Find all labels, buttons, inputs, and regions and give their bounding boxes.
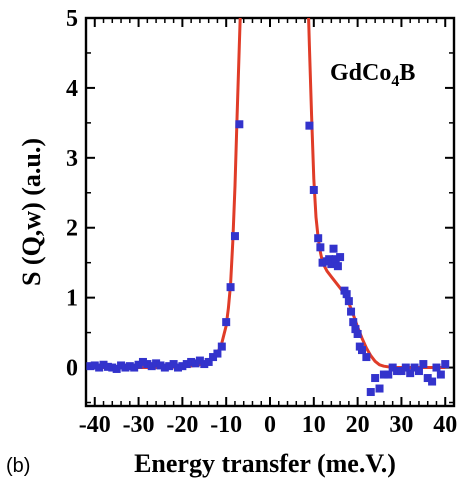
data-point [333,262,342,271]
data-point [204,357,213,366]
data-point [103,362,112,371]
data-point [309,185,318,194]
data-point [316,243,325,252]
data-point [419,360,428,369]
data-point [331,255,340,264]
y-tick-label: 3 [66,146,78,172]
y-tick-labels: 0 1 2 3 4 5 [66,6,78,382]
data-point [318,258,327,267]
x-axis-title: Energy transfer (me.V.) [134,449,396,478]
y-tick-label: 1 [66,286,78,312]
data-point [86,362,95,371]
data-point [147,362,156,371]
data-point [213,349,222,358]
data-point [235,120,244,129]
data-point [379,370,388,379]
data-point [366,388,375,397]
data-point [169,360,178,369]
data-point [222,318,231,327]
data-point [134,360,143,369]
data-point [217,342,226,351]
data-point [138,357,147,366]
data-point [156,361,165,370]
data-point [99,360,108,369]
data-point [349,318,358,327]
x-tick-label: 0 [264,412,276,438]
fit-line-group [90,17,446,369]
data-point [174,363,182,372]
x-tick-label: 40 [433,412,457,438]
data-point [347,307,356,316]
data-point [362,353,371,362]
data-point [325,255,334,264]
data-point [209,353,218,362]
data-point [410,363,419,372]
panel-label: (b) [6,455,30,477]
data-point [342,290,351,299]
data-point [152,359,161,368]
x-tick-label: -10 [210,412,242,438]
data-point [314,234,323,243]
data-point [95,363,104,372]
x-tick-label: -40 [79,412,111,438]
data-points [86,120,450,397]
data-point [130,363,139,372]
data-point [121,363,130,372]
data-point [414,367,423,376]
data-point [397,367,406,376]
x-tick-label: -20 [166,412,198,438]
data-point [393,367,402,376]
data-point [191,359,200,368]
data-point [230,232,239,241]
data-point [441,360,450,369]
data-point [90,361,99,370]
data-point [371,374,380,383]
data-point [182,360,191,369]
y-tick-label: 5 [66,6,78,32]
x-tick-label: -30 [123,412,155,438]
data-point [125,362,134,371]
data-point [423,374,432,383]
data-point [436,370,445,379]
data-point [112,364,121,373]
data-point [329,244,338,253]
data-point [384,370,393,379]
data-point [353,329,362,338]
data-point [327,260,336,269]
x-tick-label: 10 [302,412,326,438]
y-tick-label: 2 [66,216,78,242]
data-point [143,360,152,369]
data-point [195,356,204,365]
data-point [160,363,169,372]
data-point [375,384,384,393]
data-point [178,362,187,371]
y-tick-label: 4 [66,76,78,102]
data-point [344,297,353,306]
data-point [406,369,415,378]
data-point [187,357,196,366]
sample-label: GdCo4B [330,60,415,90]
data-point [226,283,235,292]
data-point [336,253,345,262]
data-point [305,121,314,130]
x-tick-label: 20 [346,412,370,438]
data-point [200,360,209,369]
y-tick-label: 0 [66,356,78,382]
y-axis-title: S (Q,w) (a.u.) [17,138,46,286]
fit-line-left [90,17,242,369]
data-point [388,363,397,372]
data-point [401,363,410,372]
data-point [428,377,437,386]
x-tick-label: 30 [389,412,413,438]
data-point [165,362,174,371]
data-point [432,363,441,372]
data-point [108,363,117,372]
data-point [358,346,366,355]
data-point [351,325,360,334]
x-tick-labels: -40 -30 -20 -10 0 10 20 30 40 [79,412,457,438]
data-point [117,361,126,370]
